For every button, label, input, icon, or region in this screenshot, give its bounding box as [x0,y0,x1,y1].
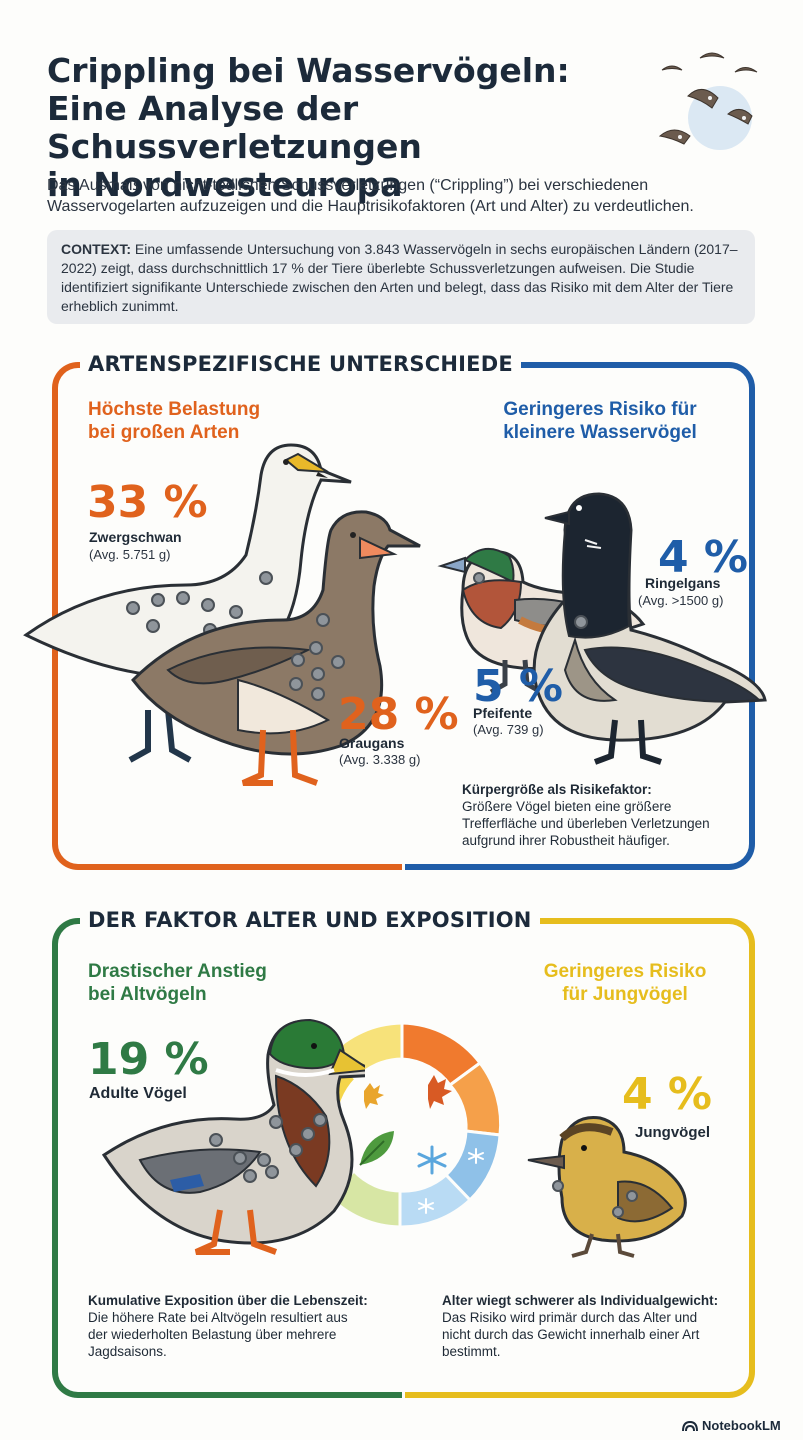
young-percent: 4 % [622,1069,713,1120]
species-right-bracket [405,362,755,870]
mallard-illustration [101,1018,365,1255]
page-title: Crippling bei Wasservögeln: Eine Analyse… [47,52,667,204]
species-left-heading: Höchste Belastung bei großen Arten [88,399,261,443]
age-weight-note: Alter wiegt schwerer als Individualgewic… [442,1292,742,1360]
body-size-note: Kürpergröße als Risikefaktor: Größere Vö… [462,781,747,849]
brand-name: NotebookLM [702,1418,781,1433]
age-left-heading: Drastischer Anstieg bei Altvögeln [88,961,267,1005]
species-right-heading: Geringeres Risiko für kleinere Wasservög… [503,399,697,443]
snowflake-icon [417,1145,447,1175]
ringelgans-percent: 4 % [658,532,749,583]
pfeifente-name: Pfeifente [473,705,533,721]
exposition-note-heading: Kumulative Exposition über die Lebenszei… [88,1293,368,1308]
leaf-icon [359,1075,452,1166]
duckling-illustration [527,1115,687,1258]
young-label: Jungvögel [635,1124,711,1141]
title-line-1: Crippling bei Wasservögeln: [47,51,570,90]
title-line-3: in Nordwesteuropa [47,165,403,204]
zwergschwan-name: Zwergschwan [89,529,182,545]
graugans-percent: 28 % [338,689,459,740]
subtitle: Das Ausmaß von nicht-tödlichen Schussver… [47,177,694,215]
graugans-avg: (Avg. 3.338 g) [339,752,421,767]
exposition-note: Kumulative Exposition über die Lebenszei… [88,1292,388,1360]
body-size-note-heading: Kürpergröße als Risikefaktor: [462,782,652,797]
species-section-title: ARTENSPEZIFISCHE UNTERSCHIEDE [80,352,521,376]
brand-footer: NotebookLM [682,1418,781,1433]
swan-and-goose-illustration [23,443,421,786]
context-label: CONTEXT: [61,241,131,257]
wigeon-and-brent-illustration [437,492,767,765]
zwergschwan-avg: (Avg. 5.751 g) [89,547,171,562]
ringelgans-avg: (Avg. >1500 g) [638,593,724,608]
flying-geese-icon [658,52,758,150]
age-right-heading: Geringeres Risiko für Jungvögel [543,961,707,1005]
title-line-2: Eine Analyse der Schussverletzungen [47,89,422,166]
pfeifente-percent: 5 % [473,661,564,712]
adult-label: Adulte Vögel [89,1085,187,1102]
zwergschwan-percent: 33 % [87,477,208,528]
graugans-name: Graugans [339,735,405,751]
context-box: CONTEXT: Eine umfassende Untersuchung vo… [47,230,755,324]
notebooklm-logo-icon [682,1420,698,1431]
ringelgans-name: Ringelgans [645,575,721,591]
age-section-title: DER FAKTOR ALTER UND EXPOSITION [80,908,540,932]
pfeifente-avg: (Avg. 739 g) [473,722,544,737]
age-weight-note-heading: Alter wiegt schwerer als Individualgewic… [442,1293,719,1308]
adult-percent: 19 % [88,1034,209,1085]
age-right-bracket [405,918,755,1398]
context-text: Eine umfassende Untersuchung von 3.843 W… [61,241,738,314]
